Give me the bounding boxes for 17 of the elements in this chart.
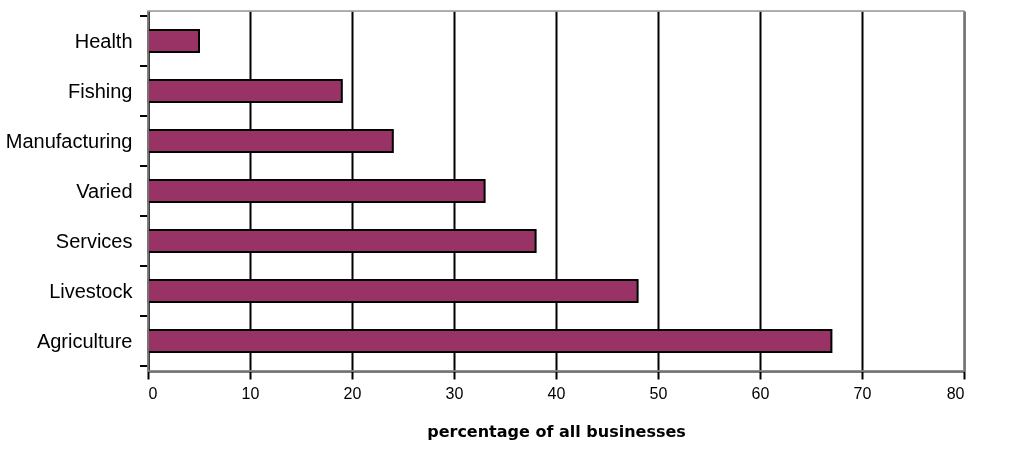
x-tick-label: 30 bbox=[445, 384, 464, 402]
y-tick-label: Health bbox=[74, 29, 133, 52]
y-tick-label: Varied bbox=[76, 179, 133, 202]
x-axis-title: percentage of all businesses bbox=[427, 421, 686, 441]
y-tick-label: Livestock bbox=[49, 279, 134, 302]
y-tick-label: Fishing bbox=[68, 79, 133, 102]
y-tick-label: Agriculture bbox=[36, 329, 133, 352]
y-tick-label: Manufacturing bbox=[5, 129, 133, 152]
x-tick-label: 10 bbox=[241, 384, 260, 402]
y-tick-label: Services bbox=[55, 229, 133, 252]
x-tick-label: 70 bbox=[853, 384, 872, 402]
x-tick-label: 50 bbox=[649, 384, 668, 402]
x-tick-label: 0 bbox=[148, 384, 158, 402]
x-tick-label: 20 bbox=[343, 384, 362, 402]
x-tick-label: 60 bbox=[751, 384, 770, 402]
x-tick-label: 80 bbox=[946, 384, 965, 402]
x-tick-label: 40 bbox=[547, 384, 566, 402]
